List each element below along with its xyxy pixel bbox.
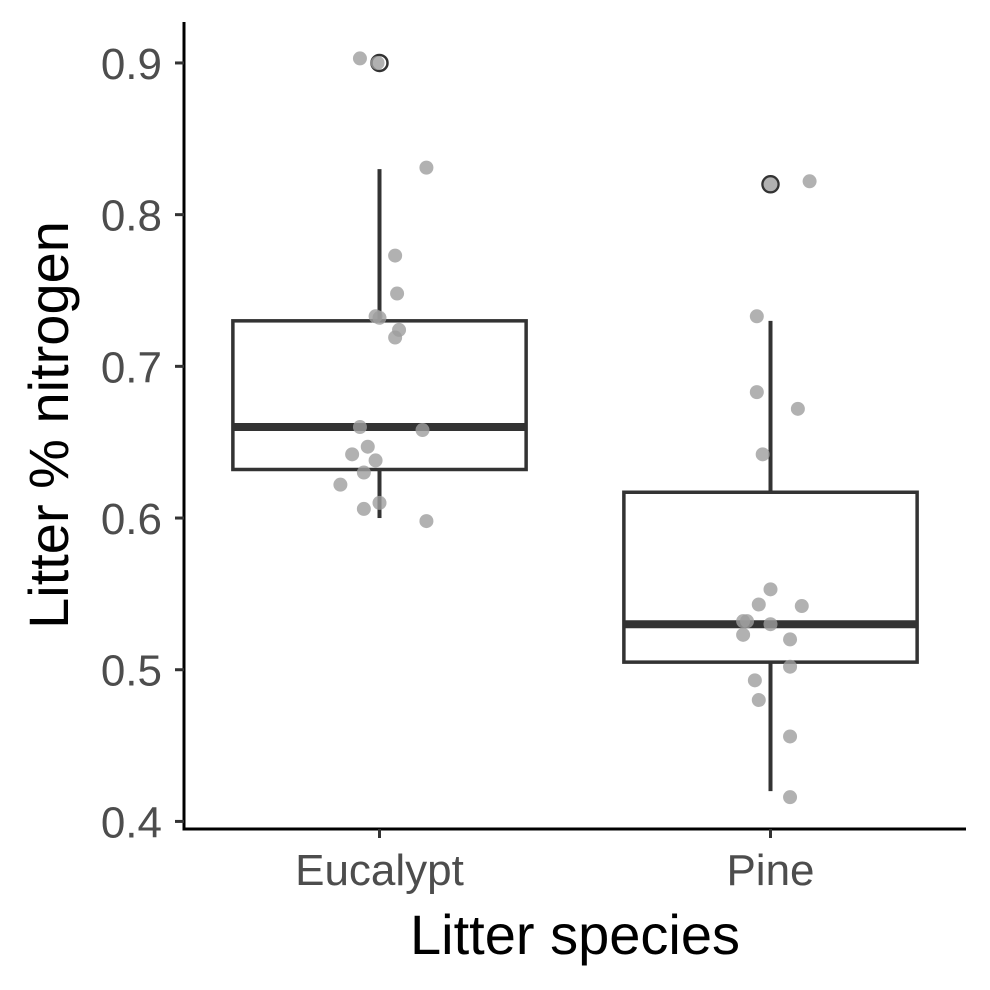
data-point (388, 248, 403, 263)
data-point (372, 495, 387, 510)
data-point (372, 310, 387, 325)
data-point (352, 420, 367, 435)
data-point (388, 330, 403, 345)
y-tick-label: 0.5 (101, 647, 162, 696)
axes-layer (182, 22, 966, 831)
box-pine (622, 320, 919, 792)
data-point (368, 453, 383, 468)
y-tick-label: 0.9 (101, 40, 162, 89)
boxes-layer (231, 53, 919, 792)
y-tick-label: 0.6 (101, 495, 162, 544)
data-point (783, 729, 798, 744)
data-point (740, 614, 755, 629)
data-point (790, 401, 805, 416)
data-point (333, 477, 348, 492)
data-point (736, 627, 751, 642)
data-point (415, 423, 430, 438)
y-axis-title: Litter % nitrogen (17, 221, 80, 629)
data-point (390, 286, 405, 301)
data-point (763, 617, 778, 632)
x-tick-label: Pine (726, 846, 814, 895)
data-point (783, 659, 798, 674)
data-point (419, 514, 434, 529)
ticks-layer: 0.4 0.5 0.6 0.7 0.8 0.9 Eucalypt Pine (101, 40, 815, 895)
data-point (749, 309, 764, 324)
data-point (783, 632, 798, 647)
data-point (755, 447, 770, 462)
data-point (419, 160, 434, 175)
y-tick-label: 0.4 (101, 798, 162, 847)
data-point (356, 465, 371, 480)
data-point (763, 177, 778, 192)
data-point (794, 599, 809, 614)
x-axis-title: Litter species (410, 903, 740, 966)
data-point (360, 439, 375, 454)
x-tick-label: Eucalypt (295, 846, 464, 895)
box-eucalypt (231, 169, 528, 519)
data-point (370, 55, 385, 70)
data-point (783, 790, 798, 805)
data-point (763, 582, 778, 597)
data-point (345, 447, 360, 462)
data-point (802, 174, 817, 189)
y-tick-label: 0.7 (101, 343, 162, 392)
y-tick-label: 0.8 (101, 192, 162, 241)
data-point (356, 501, 371, 516)
data-point (747, 673, 762, 688)
data-point (751, 693, 766, 708)
box-iqr (622, 490, 919, 664)
points-layer (333, 51, 817, 805)
data-point (749, 385, 764, 400)
data-point (352, 51, 367, 66)
data-point (751, 597, 766, 612)
box-iqr (231, 319, 528, 472)
